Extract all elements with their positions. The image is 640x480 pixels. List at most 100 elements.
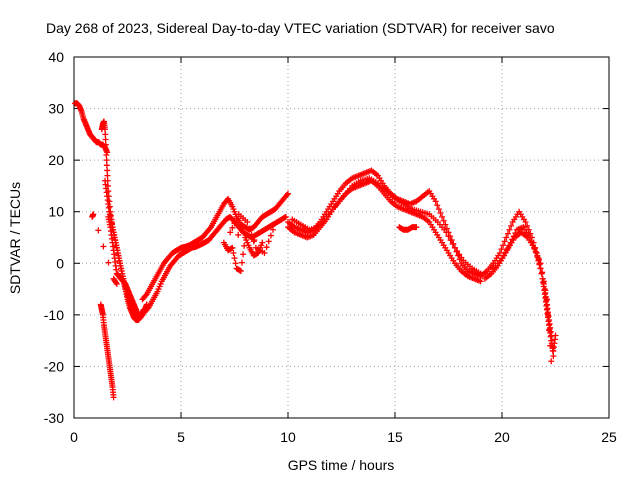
series-scatter7to9 — [220, 211, 277, 275]
data-point — [508, 222, 515, 229]
data-point — [498, 246, 505, 253]
data-point — [135, 311, 142, 318]
data-point — [238, 259, 245, 266]
data-point — [547, 342, 554, 349]
data-point — [432, 198, 439, 205]
x-tick-label: 10 — [280, 429, 296, 445]
data-point — [100, 243, 107, 250]
series-dive3 — [105, 213, 142, 318]
data-point — [112, 279, 119, 286]
data-point — [546, 327, 553, 334]
data-point — [285, 190, 291, 197]
data-point — [232, 260, 239, 267]
plot-frame — [73, 56, 610, 419]
data-point — [439, 213, 446, 220]
data-point — [261, 249, 268, 256]
data-point — [113, 280, 120, 287]
data-point — [543, 296, 550, 303]
y-tick-label: 10 — [48, 204, 64, 220]
y-tick-label: 0 — [56, 255, 64, 271]
x-axis-label: GPS time / hours — [288, 457, 395, 473]
series-late3 — [490, 229, 555, 365]
data-point — [267, 232, 274, 239]
data-point — [95, 227, 102, 234]
x-tick-label: 20 — [494, 429, 510, 445]
data-point — [477, 278, 484, 285]
data-point — [443, 229, 450, 236]
data-point — [229, 244, 236, 251]
data-point — [506, 226, 513, 233]
x-tick-label: 5 — [177, 429, 185, 445]
series-lowband — [97, 301, 117, 401]
data-point — [263, 244, 270, 251]
data-point — [103, 151, 110, 158]
data-point — [548, 337, 555, 344]
y-tick-label: 20 — [48, 152, 64, 168]
data-point — [231, 255, 238, 262]
data-point — [235, 231, 242, 238]
data-point — [449, 240, 456, 247]
data-point — [105, 259, 112, 266]
data-point — [535, 256, 542, 263]
grid-lines — [74, 57, 609, 419]
data-point — [531, 244, 538, 251]
data-point — [442, 221, 449, 228]
chart-title: Day 268 of 2023, Sidereal Day-to-day VTE… — [46, 20, 555, 36]
tick-labels: 0 5 10 15 20 25 -30 -20 -10 0 10 20 30 40 — [44, 49, 617, 445]
data-point — [435, 206, 442, 213]
series-isolated — [89, 211, 120, 287]
series-mid3 — [289, 175, 484, 277]
y-axis-label: SDTVAR / TECUs — [7, 182, 23, 294]
data-point — [542, 287, 549, 294]
data-point — [233, 215, 240, 222]
data-point — [244, 219, 251, 226]
data-point — [548, 332, 555, 339]
data-point — [536, 261, 543, 268]
data-point — [270, 226, 277, 233]
y-tick-label: 30 — [48, 101, 64, 117]
y-tick-label: -10 — [44, 307, 64, 323]
data-point — [206, 225, 213, 232]
data-point — [102, 136, 109, 143]
data-point — [142, 292, 149, 299]
data-point — [496, 249, 503, 256]
series-start — [72, 100, 111, 156]
data-point — [504, 230, 511, 237]
y-tick-label: -20 — [44, 358, 64, 374]
data-point — [458, 254, 465, 261]
y-tick-label: 40 — [48, 49, 64, 65]
data-point — [445, 233, 452, 240]
data-point — [103, 157, 110, 164]
x-tick-label: 25 — [601, 429, 617, 445]
data-point — [231, 220, 238, 227]
data-point — [104, 172, 111, 179]
series-dip_ext — [396, 224, 420, 233]
data-points — [72, 100, 559, 401]
data-point — [501, 238, 508, 245]
data-point — [265, 238, 272, 245]
data-point — [110, 394, 117, 401]
data-point — [103, 162, 110, 169]
data-point — [237, 268, 244, 275]
x-tick-label: 0 — [70, 429, 78, 445]
data-point — [451, 244, 458, 251]
data-point — [434, 202, 441, 209]
data-point — [246, 225, 253, 232]
data-point — [102, 126, 109, 133]
data-point — [90, 211, 97, 218]
data-point — [440, 217, 447, 224]
data-point — [548, 358, 555, 365]
data-point — [102, 131, 109, 138]
data-point — [456, 251, 463, 258]
data-point — [524, 222, 531, 229]
data-point — [240, 251, 247, 258]
data-point — [534, 252, 541, 259]
data-point — [537, 265, 544, 272]
data-point — [259, 239, 266, 246]
data-point — [413, 224, 420, 231]
data-point — [500, 242, 507, 249]
data-point — [243, 234, 250, 241]
data-point — [454, 248, 461, 255]
